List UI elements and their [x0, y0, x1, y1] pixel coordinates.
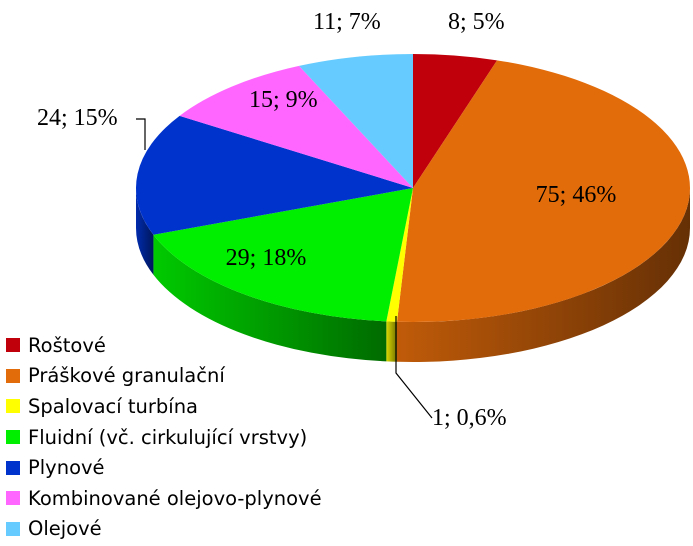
legend-label: Práškové granulační: [28, 364, 225, 388]
legend: Roštové Práškové granulační Spalovací turb…: [6, 330, 322, 544]
legend-label: Roštové: [28, 333, 106, 357]
pie-sides: [136, 188, 690, 362]
pie-side-2: [386, 321, 397, 362]
pie-slice-5: [179, 65, 413, 188]
legend-swatch: [6, 338, 20, 353]
legend-item: Fluidní (vč. cirkulující vrstvy): [6, 422, 322, 453]
legend-swatch: [6, 399, 20, 414]
pie-tops: [135, 54, 690, 322]
legend-label: Spalovací turbína: [28, 394, 199, 418]
data-label-1: 75; 46%: [536, 182, 617, 208]
leader-line-2: [395, 316, 433, 419]
data-label-6: 11; 7%: [313, 9, 381, 35]
data-label-4: 24; 15%: [37, 105, 118, 131]
pie-slice-4: [135, 115, 413, 235]
data-label-3: 29; 18%: [226, 245, 307, 271]
legend-label: Olejové: [28, 517, 102, 541]
legend-item: Spalovací turbína: [6, 391, 322, 422]
legend-item: Kombinované olejovo-plynové: [6, 483, 322, 514]
legend-swatch: [6, 521, 20, 536]
data-label-0: 8; 5%: [448, 9, 505, 35]
data-label-2: 1; 0,6%: [432, 405, 507, 431]
legend-label: Kombinované olejovo-plynové: [28, 486, 322, 510]
pie-slice-0: [413, 54, 498, 188]
data-label-5: 15; 9%: [249, 87, 318, 113]
leader-lines: [136, 118, 433, 419]
legend-swatch: [6, 430, 20, 445]
leader-line-4: [136, 118, 146, 150]
pie-slice-3: [153, 188, 413, 322]
pie-side-4: [136, 188, 154, 275]
legend-swatch: [6, 368, 20, 383]
pie-slice-2: [386, 188, 413, 322]
legend-label: Plynové: [28, 456, 105, 480]
legend-swatch: [6, 460, 20, 475]
pie-slice-1: [396, 60, 690, 322]
legend-item: Práškové granulační: [6, 361, 322, 392]
legend-item: Plynové: [6, 452, 322, 483]
pie-slice-6: [299, 54, 413, 188]
legend-item: Roštové: [6, 330, 322, 361]
slice-labels: 8; 5% 75; 46% 1; 0,6% 29; 18% 24; 15% 15; 9% 1…: [37, 9, 616, 431]
legend-item: Olejové: [6, 514, 322, 545]
legend-label: Fluidní (vč. cirkulující vrstvy): [28, 425, 308, 449]
pie-side-3: [153, 234, 387, 362]
legend-swatch: [6, 491, 20, 506]
pie-side-1: [396, 188, 690, 362]
